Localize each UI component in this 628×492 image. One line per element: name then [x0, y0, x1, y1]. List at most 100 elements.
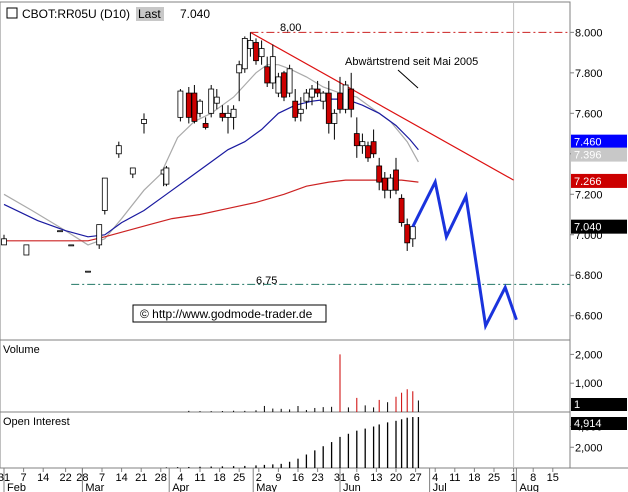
candle-down [314, 88, 321, 94]
date-tick-label: 28 [155, 472, 167, 484]
candles [1, 32, 416, 273]
candle-up [409, 226, 416, 240]
trendline-label: Abwärtstrend seit Mai 2005 [345, 56, 478, 68]
candle-up [129, 167, 136, 175]
watermark-box [132, 304, 327, 323]
date-tick-label: 18 [213, 472, 225, 484]
oi-panel-title: Open Interest [3, 416, 70, 428]
candle-down [325, 92, 332, 124]
candle-up [85, 270, 91, 273]
date-tick-label: 7 [99, 472, 105, 484]
candle-down [292, 100, 299, 118]
price-badge-label: 7.266 [574, 176, 602, 188]
candle-up [68, 244, 75, 247]
price-tick-label: 6.600 [575, 311, 603, 323]
date-tick-label: 25 [233, 472, 245, 484]
candle-down [365, 145, 371, 159]
price-tick-label: 7.800 [575, 68, 603, 80]
month-label: Mar [85, 482, 104, 492]
date-tick-label: 7 [21, 472, 27, 484]
date-tick-label: 14 [115, 472, 127, 484]
candle-down [398, 197, 405, 224]
date-tick-label: 27 [409, 472, 421, 484]
watermark-text: © http://www.godmode-trader.de [140, 307, 313, 321]
candle-down [185, 92, 192, 118]
oi-tick-label: 2,000 [575, 442, 603, 454]
candle-down [353, 133, 360, 147]
date-tick-label: 11 [449, 472, 460, 484]
candle-down [381, 177, 388, 191]
header-symbol: CBOT:RR05U (D10) [22, 7, 130, 21]
date-tick-label: 2 [256, 472, 262, 484]
date-tick-label: 4 [177, 472, 183, 484]
volume-tick-label: 1,000 [575, 378, 603, 390]
candle-up [208, 88, 215, 114]
volume-panel-title: Volume [3, 344, 40, 356]
candle-up [101, 177, 108, 211]
candle-up [387, 177, 394, 191]
candle-up [96, 224, 103, 246]
candle-up [258, 48, 265, 58]
date-tick-label: 6 [354, 472, 360, 484]
candle-up [236, 64, 243, 74]
candle-up [197, 100, 203, 114]
date-tick-label: 25 [488, 472, 500, 484]
candle-up [1, 238, 7, 246]
candle-up [297, 108, 304, 114]
candle-up [331, 112, 338, 124]
candle-up [275, 76, 282, 94]
price-panel-frame [0, 1, 571, 341]
candle-down [404, 224, 411, 244]
date-tick-label: 16 [292, 472, 304, 484]
date-tick-label: 9 [275, 472, 281, 484]
header-last-value: 7.040 [180, 7, 210, 21]
price-badge-blue [571, 134, 627, 149]
volume-panel-frame [0, 339, 571, 413]
date-tick-label: 1 [511, 472, 517, 484]
candle-up [320, 92, 327, 102]
open-interest-bars [165, 417, 420, 468]
candle-up [286, 68, 293, 94]
price-tick-label: 7.200 [575, 189, 603, 201]
price-badge-label: 7.396 [574, 150, 602, 162]
downtrend-line [250, 31, 514, 181]
date-tick-label: 14 [37, 472, 49, 484]
price-tick-label: 7.600 [575, 108, 603, 120]
price-badge-gray [571, 147, 627, 162]
candle-up [225, 112, 231, 118]
candle-down [348, 88, 355, 110]
date-tick-label: 23 [311, 472, 323, 484]
candle-down [219, 112, 226, 118]
trendline-label-pointer [397, 69, 419, 89]
candle-down [337, 92, 343, 110]
resistance-level-label: 8,00 [280, 22, 301, 34]
candle-down [191, 92, 198, 122]
projection-path [411, 177, 518, 331]
ma-long-line [4, 179, 419, 242]
candle-up [359, 141, 366, 147]
candle-up [269, 56, 276, 84]
price-badge-label: 7.460 [574, 137, 602, 149]
candle-up [213, 96, 220, 104]
candle-down [253, 42, 259, 62]
month-label: May [256, 482, 277, 492]
price-tick-label: 8.000 [575, 27, 603, 39]
price-badge-label: 7.040 [574, 222, 602, 234]
candle-up [303, 92, 310, 102]
header-last-label: Last [138, 7, 161, 21]
date-tick-label: 21 [135, 472, 147, 484]
volume-badge-label: 1 [574, 399, 580, 411]
candle-up [241, 38, 248, 70]
projection-line [411, 177, 518, 331]
header-swatch [6, 7, 18, 19]
oi-panel-frame [0, 411, 571, 469]
candle-up [177, 90, 184, 118]
downtrend-line [250, 31, 514, 181]
month-label: Feb [7, 482, 26, 492]
volume-bars [188, 354, 419, 412]
candle-up [163, 167, 170, 185]
oi-badge [571, 417, 627, 430]
date-tick-label: 20 [390, 472, 402, 484]
